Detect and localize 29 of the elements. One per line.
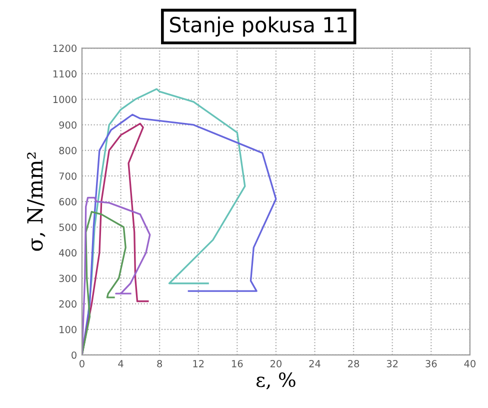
line-series: [82, 196, 151, 355]
y-tick-label: 900: [59, 121, 76, 129]
x-tick-label: 40: [464, 360, 476, 368]
y-tick-label: 100: [60, 326, 76, 334]
x-tick-label: 28: [348, 360, 360, 368]
y-axis-title: σ, N/mm²: [27, 152, 46, 251]
y-tick-label: 800: [59, 146, 76, 154]
y-tick-label: 700: [59, 172, 76, 180]
x-tick-label: 20: [270, 360, 282, 368]
x-axis-title: ε, %: [256, 372, 296, 390]
y-tick-label: 600: [59, 198, 76, 206]
x-tick-label: 0: [80, 360, 84, 368]
chart-title: Stanje pokusa 11: [170, 16, 347, 37]
x-tick-label: 16: [232, 360, 243, 368]
x-tick-label: 36: [426, 360, 437, 368]
y-tick-label: 1200: [53, 44, 76, 52]
y-tick-label: 400: [59, 249, 76, 257]
y-tick-label: 200: [59, 300, 76, 308]
line-series: [82, 210, 126, 355]
y-tick-label: 1000: [53, 96, 76, 104]
x-tick-label: 12: [193, 360, 204, 368]
x-tick-label: 4: [118, 360, 124, 368]
x-tick-label: 24: [309, 360, 320, 368]
y-tick-label: 300: [59, 274, 76, 282]
y-tick-label: 500: [59, 224, 76, 231]
x-tick-label: 8: [157, 360, 162, 368]
y-tick-label: 1100: [53, 70, 76, 78]
x-tick-label: 32: [386, 360, 398, 368]
y-tick-label: 0: [72, 351, 76, 359]
